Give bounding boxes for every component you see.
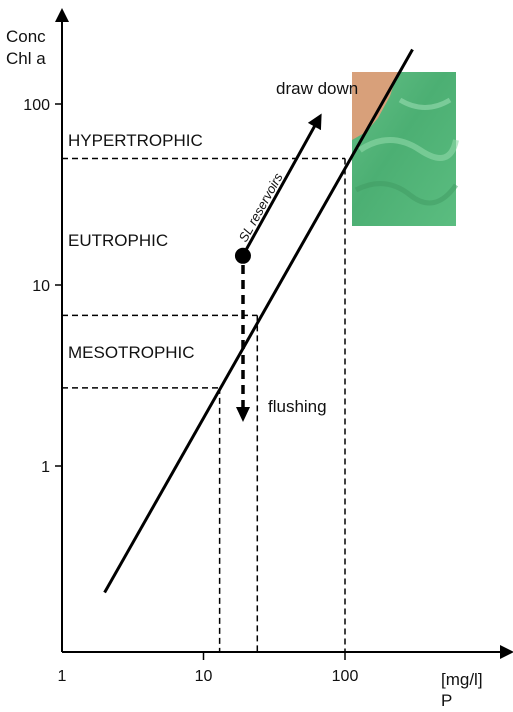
zone-label-eutrophic: EUTROPHIC: [68, 231, 168, 250]
y-axis-arrow-icon: [55, 8, 69, 22]
flushing-label: flushing: [268, 397, 327, 416]
threshold-guides: [62, 157, 346, 652]
x-tick-label: 100: [332, 668, 359, 685]
y-ticks: 1 10 100: [23, 97, 62, 476]
reservoir-label: SL reservoirs: [236, 170, 286, 244]
x-axis-unit-label: [mg/l]: [441, 670, 483, 689]
y-tick-label: 100: [23, 97, 50, 114]
draw-down-arrow: [244, 113, 322, 251]
y-tick-label: 1: [41, 459, 50, 476]
algae-bloom-photo: [352, 72, 459, 226]
reservoir-point: [234, 247, 251, 264]
x-tick-label: 1: [58, 668, 67, 685]
draw-down-label: draw down: [276, 79, 358, 98]
x-tick-label: 10: [195, 668, 213, 685]
flushing-arrow-head-icon: [236, 407, 250, 422]
x-axis-arrow-icon: [500, 645, 513, 659]
trend-line: [103, 48, 414, 594]
x-axis-label: P: [441, 691, 452, 710]
y-tick-label: 10: [32, 278, 50, 295]
y-axis-label-line2: Chl a: [6, 49, 46, 68]
x-ticks: 1 10 100: [58, 652, 359, 685]
zone-label-mesotrophic: MESOTROPHIC: [68, 343, 195, 362]
y-axis-label-line1: Conc: [6, 27, 46, 46]
zone-label-hypertrophic: HYPERTROPHIC: [68, 131, 203, 150]
